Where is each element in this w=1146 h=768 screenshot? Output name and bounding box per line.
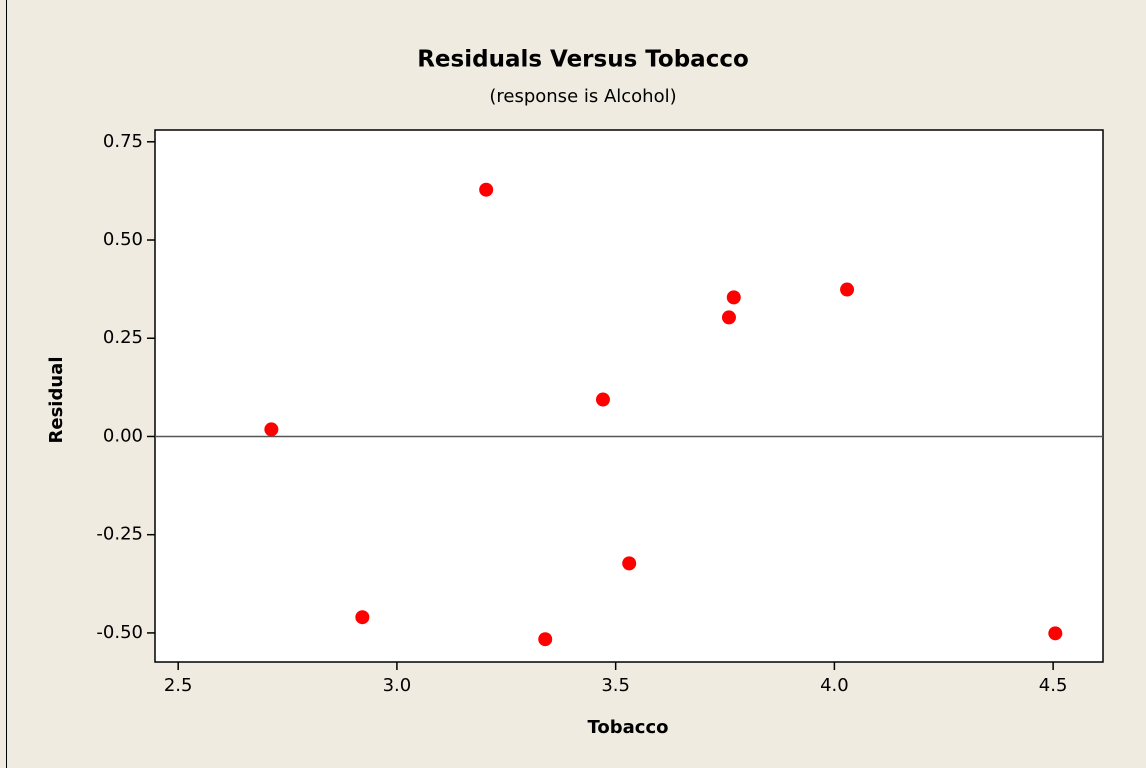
chart-subtitle: (response is Alcohol) [489,86,676,107]
point [355,610,370,625]
x-tick-label: 4.0 [820,675,849,696]
y-axis-label: Residual [46,357,67,444]
point [538,632,553,647]
x-axis-label: Tobacco [588,717,669,738]
point [840,282,855,297]
y-tick-label: 0.25 [103,327,143,348]
x-tick-label: 3.0 [383,675,412,696]
x-tick-label: 3.5 [601,675,630,696]
y-tick-label: 0.50 [103,229,143,250]
point [595,392,610,407]
plot-area [154,129,1104,663]
point [479,182,494,197]
chart-title: Residuals Versus Tobacco [417,47,749,73]
y-tick-label: -0.25 [96,524,143,545]
y-tick-label: -0.50 [96,622,143,643]
point [264,422,279,437]
y-tick-label: 0.75 [103,131,143,152]
y-tick-label: 0.00 [103,425,143,446]
point [721,310,736,325]
point [726,290,741,305]
x-tick-label: 2.5 [164,675,193,696]
point [1048,626,1063,641]
point [622,556,637,571]
x-tick-label: 4.5 [1039,675,1068,696]
